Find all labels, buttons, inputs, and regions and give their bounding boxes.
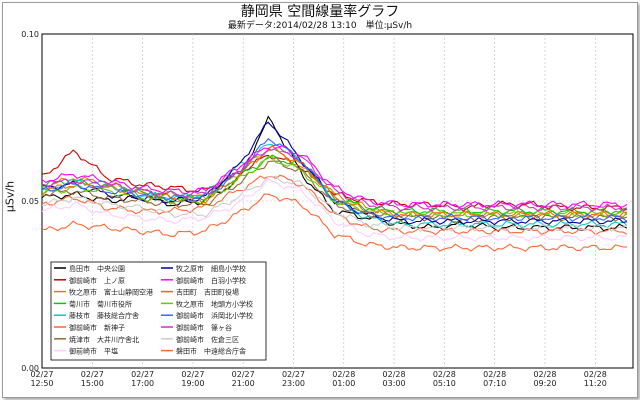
legend-entry: 磐田市 中遠総合庁舎: [176, 347, 246, 356]
x-tick-time: 15:00: [81, 379, 104, 388]
series-line: [41, 138, 628, 222]
legend-entry: 菊川市 菊川市役所: [69, 299, 132, 308]
legend-entry: 牧之原市 細島小学校: [176, 264, 246, 273]
legend-box: [50, 261, 267, 361]
legend-entry: 焼津市 大井川庁舎北: [69, 335, 139, 344]
x-tick-time: 19:00: [181, 379, 204, 388]
x-tick-time: 09:20: [533, 379, 556, 388]
legend-entry: 御前崎市 上ノ原: [69, 276, 125, 285]
series-line: [41, 155, 628, 219]
legend-entry: 御前崎市 佐倉三区: [176, 335, 239, 344]
chart-subtitle: 最新データ:2014/02/28 13:10 単位:μSv/h: [227, 21, 413, 31]
legend-entry: 御前崎市 篠ヶ谷: [176, 323, 232, 332]
legend-entry: 島田市 中央公園: [69, 264, 125, 273]
x-tick-date: 02/28: [533, 370, 556, 379]
x-tick-date: 02/27: [181, 370, 204, 379]
x-tick-date: 02/28: [433, 370, 456, 379]
legend-entry: 御前崎市 平塩: [69, 347, 118, 356]
series-line: [42, 193, 628, 252]
chart-title: 静岡県 空間線量率グラフ: [240, 4, 400, 20]
legend-entry: 吉田町 吉田町役場: [176, 288, 239, 297]
series-line: [41, 154, 628, 216]
x-tick-date: 02/27: [131, 370, 154, 379]
x-tick-time: 05:10: [433, 379, 456, 388]
x-tick-time: 21:00: [232, 379, 255, 388]
x-tick-date: 02/27: [81, 370, 104, 379]
x-tick-date: 02/28: [332, 370, 355, 379]
x-tick-time: 07:10: [483, 379, 506, 388]
x-tick-time: 01:00: [332, 379, 355, 388]
x-tick-time: 17:00: [131, 379, 154, 388]
x-tick-date: 02/27: [232, 370, 255, 379]
x-tick-time: 23:00: [282, 379, 305, 388]
y-tick-label: 0.10: [21, 30, 39, 39]
x-tick-time: 12:50: [30, 379, 53, 388]
legend-entry: 御前崎市 新神子: [69, 323, 125, 332]
series-line: [41, 177, 628, 242]
series-line: [41, 144, 628, 219]
y-tick-label: 0.05: [21, 197, 39, 206]
legend-entry: 御前崎市 白羽小学校: [176, 276, 246, 285]
legend-entry: 牧之原市 地頭方小学校: [176, 299, 253, 308]
legend-entry: 御前崎市 浜岡北小学校: [176, 311, 253, 320]
legend-entry: 藤枝市 藤枝総合庁舎: [69, 311, 139, 320]
x-tick-date: 02/28: [584, 370, 607, 379]
y-tick-label: 0.00: [21, 364, 39, 373]
x-tick-date: 02/27: [30, 370, 53, 379]
series-line: [41, 147, 628, 219]
x-tick-time: 11:20: [584, 379, 607, 388]
series-line: [41, 147, 628, 212]
x-tick-time: 03:00: [383, 379, 406, 388]
series-line: [41, 149, 628, 212]
x-tick-date: 02/28: [483, 370, 506, 379]
legend-entry: 牧之原市 富士山静岡空港: [69, 288, 153, 297]
x-tick-date: 02/27: [282, 370, 305, 379]
series-line: [42, 175, 628, 232]
x-tick-date: 02/28: [383, 370, 406, 379]
